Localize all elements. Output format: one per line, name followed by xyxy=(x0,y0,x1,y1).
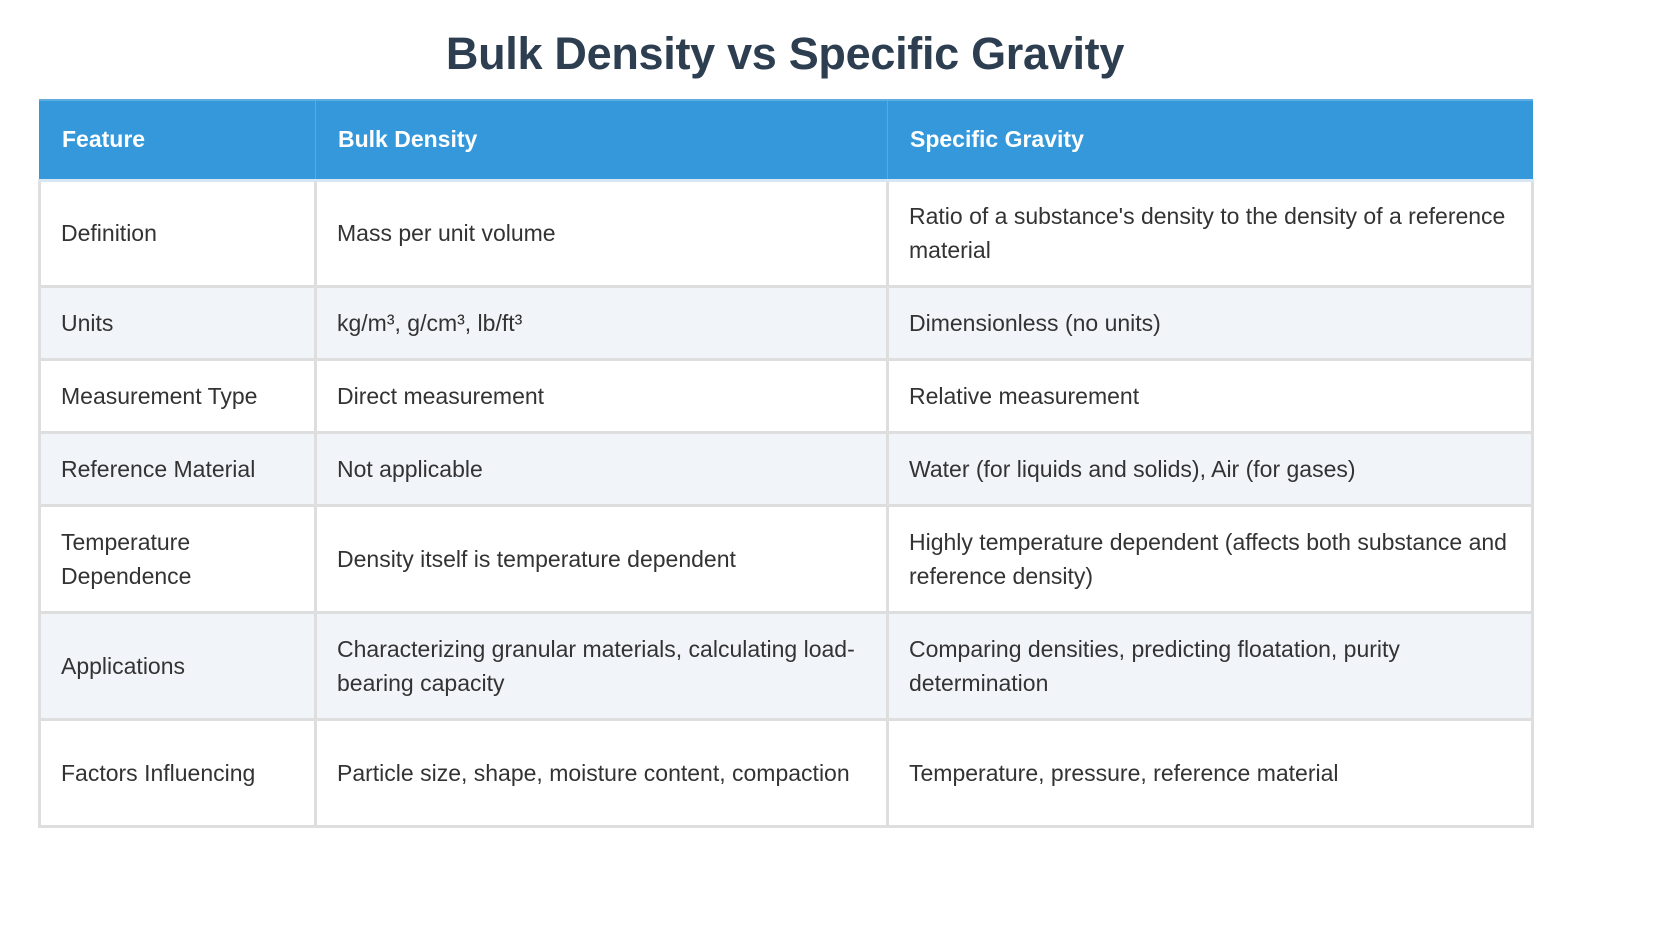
table-row-temperature-dependence: Temperature Dependence Density itself is… xyxy=(38,504,1534,614)
page-title: Bulk Density vs Specific Gravity xyxy=(445,28,1125,79)
header-row: Feature Bulk Density Specific Gravity xyxy=(39,99,1533,182)
feature-cell: Units xyxy=(38,285,317,361)
feature-cell: Measurement Type xyxy=(38,358,317,434)
table-row-reference-material: Reference Material Not applicable Water … xyxy=(38,431,1534,507)
specific-gravity-cell: Comparing densities, predicting floatati… xyxy=(886,611,1534,721)
specific-gravity-cell: Relative measurement xyxy=(886,358,1534,434)
bulk-density-cell: Density itself is temperature dependent xyxy=(314,504,889,614)
feature-cell: Temperature Dependence xyxy=(38,504,317,614)
column-header-feature: Feature xyxy=(39,99,316,182)
column-header-specific-gravity: Specific Gravity xyxy=(887,99,1533,182)
feature-cell: Definition xyxy=(38,179,317,288)
feature-cell: Factors Influencing xyxy=(38,718,317,828)
bulk-density-cell: Direct measurement xyxy=(314,358,889,434)
feature-cell: Applications xyxy=(38,611,317,721)
specific-gravity-cell: Ratio of a substance's density to the de… xyxy=(886,179,1534,288)
bulk-density-cell: Particle size, shape, moisture content, … xyxy=(314,718,889,828)
table-row-definition: Definition Mass per unit volume Ratio of… xyxy=(38,179,1534,288)
bulk-density-cell: Characterizing granular materials, calcu… xyxy=(314,611,889,721)
table-header: Feature Bulk Density Specific Gravity xyxy=(39,99,1533,182)
column-header-bulk-density: Bulk Density xyxy=(315,99,888,182)
table-row-factors-influencing: Factors Influencing Particle size, shape… xyxy=(38,718,1534,828)
table-body: Definition Mass per unit volume Ratio of… xyxy=(38,179,1534,828)
table-row-measurement-type: Measurement Type Direct measurement Rela… xyxy=(38,358,1534,434)
table-row-units: Units kg/m³, g/cm³, lb/ft³ Dimensionless… xyxy=(38,285,1534,361)
specific-gravity-cell: Dimensionless (no units) xyxy=(886,285,1534,361)
specific-gravity-cell: Water (for liquids and solids), Air (for… xyxy=(886,431,1534,507)
specific-gravity-cell: Highly temperature dependent (affects bo… xyxy=(886,504,1534,614)
feature-cell: Reference Material xyxy=(38,431,317,507)
specific-gravity-cell: Temperature, pressure, reference materia… xyxy=(886,718,1534,828)
bulk-density-cell: kg/m³, g/cm³, lb/ft³ xyxy=(314,285,889,361)
bulk-density-cell: Mass per unit volume xyxy=(314,179,889,288)
comparison-table: Feature Bulk Density Specific Gravity De… xyxy=(38,99,1534,828)
table-row-applications: Applications Characterizing granular mat… xyxy=(38,611,1534,721)
bulk-density-cell: Not applicable xyxy=(314,431,889,507)
comparison-table-container: Feature Bulk Density Specific Gravity De… xyxy=(38,99,1534,828)
